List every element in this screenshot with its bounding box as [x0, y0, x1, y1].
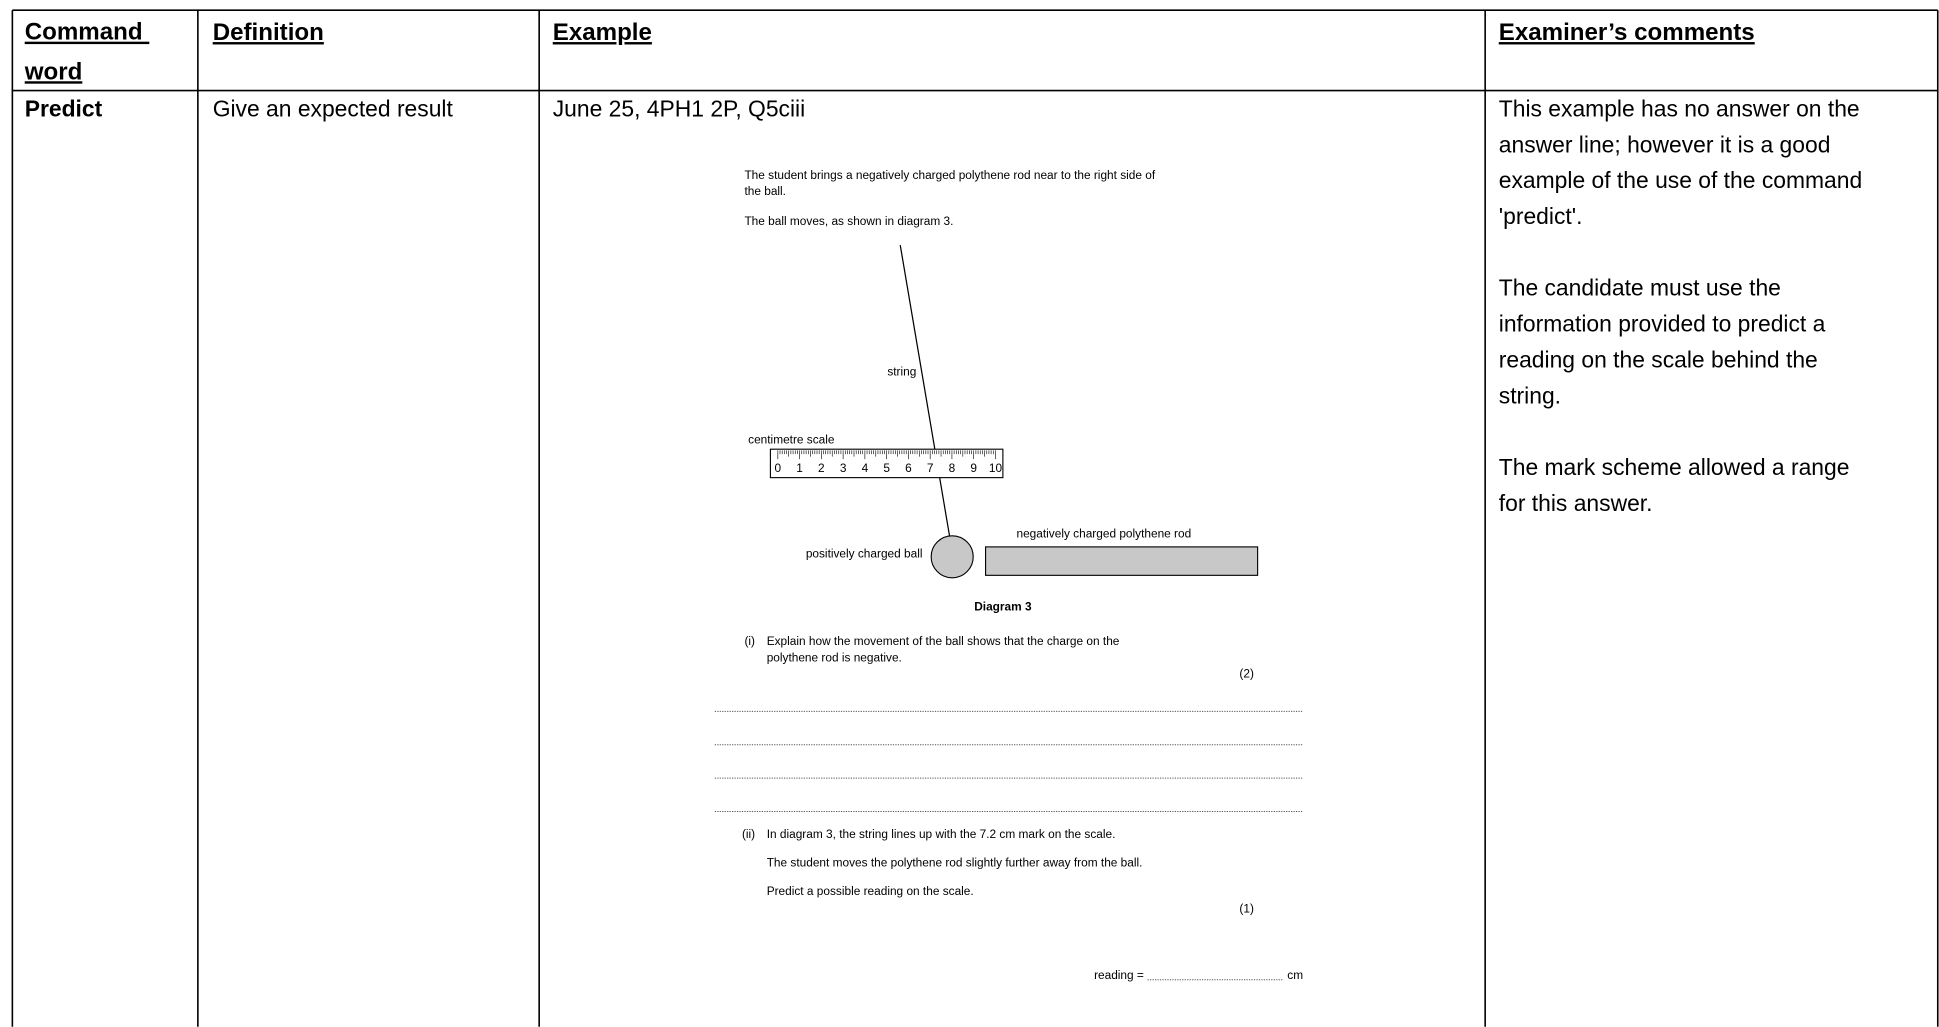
comment-line: for this answer.	[1499, 490, 1653, 516]
comment-line: example of the use of the command	[1499, 167, 1862, 193]
scale-markings: 0 1 2 3 4 5 6 7 8 9 10	[775, 450, 1003, 475]
comment-line: information provided to predict a	[1499, 311, 1826, 337]
answer-prefix: reading =	[1094, 968, 1144, 982]
diagram-label: positively charged ball	[806, 546, 923, 560]
question-text: The student moves the polythene rod slig…	[767, 856, 1143, 870]
scale-number: 5	[883, 461, 890, 475]
scale-number: 9	[970, 461, 977, 475]
comment-line: 'predict'.	[1499, 203, 1583, 229]
diagram-label: negatively charged polythene rod	[1016, 527, 1191, 541]
examiner-comments: This example has no answer on the answer …	[1499, 95, 1862, 515]
header-cell: Definition	[213, 19, 324, 46]
question-text: polythene rod is negative.	[767, 650, 902, 664]
question-text: Explain how the movement of the ball sho…	[767, 634, 1120, 648]
scale-number: 2	[818, 461, 825, 475]
diagram-label: string	[887, 365, 916, 379]
question-text: Predict a possible reading on the scale.	[767, 884, 974, 898]
answer-unit: cm	[1287, 968, 1303, 982]
scale-number: 7	[927, 461, 934, 475]
marks: (2)	[1239, 666, 1254, 680]
scale-number: 0	[775, 461, 782, 475]
question-text: The ball moves, as shown in diagram 3.	[744, 214, 953, 228]
scale-number: 4	[862, 461, 869, 475]
rod	[985, 546, 1259, 576]
scale-number: 10	[989, 461, 1003, 475]
comment-line: answer line; however it is a good	[1499, 131, 1831, 157]
example-reference: June 25, 4PH1 2P, Q5ciii	[553, 95, 805, 121]
table-borders	[11, 9, 1939, 1027]
part-number: (i)	[744, 634, 755, 648]
question-text: the ball.	[744, 184, 786, 198]
comment-line: reading on the scale behind the	[1499, 346, 1818, 372]
question-text: In diagram 3, the string lines up with t…	[767, 827, 1116, 841]
marks: (1)	[1239, 901, 1254, 915]
scale-number: 8	[949, 461, 956, 475]
string	[899, 245, 951, 538]
scale-number: 1	[796, 461, 803, 475]
diagram-label: centimetre scale	[748, 433, 835, 447]
scale-number: 3	[840, 461, 847, 475]
ball	[930, 535, 974, 579]
command-word: Predict	[25, 95, 103, 121]
scale-number: 6	[905, 461, 912, 475]
comment-line: string.	[1499, 382, 1561, 408]
exam-question: The student brings a negatively charged …	[714, 168, 1303, 982]
header-cell: Examiner’s comments	[1499, 19, 1755, 46]
comment-line: The candidate must use the	[1499, 275, 1781, 301]
diagram-caption: Diagram 3	[974, 600, 1032, 614]
comment-line: The mark scheme allowed a range	[1499, 454, 1850, 480]
comment-line: This example has no answer on the	[1499, 95, 1860, 121]
part-number: (ii)	[742, 827, 755, 841]
definition: Give an expected result	[213, 95, 454, 121]
header-cell: Example	[553, 19, 652, 46]
question-text: The student brings a negatively charged …	[744, 168, 1155, 182]
header-cell: Command word	[24, 19, 150, 86]
